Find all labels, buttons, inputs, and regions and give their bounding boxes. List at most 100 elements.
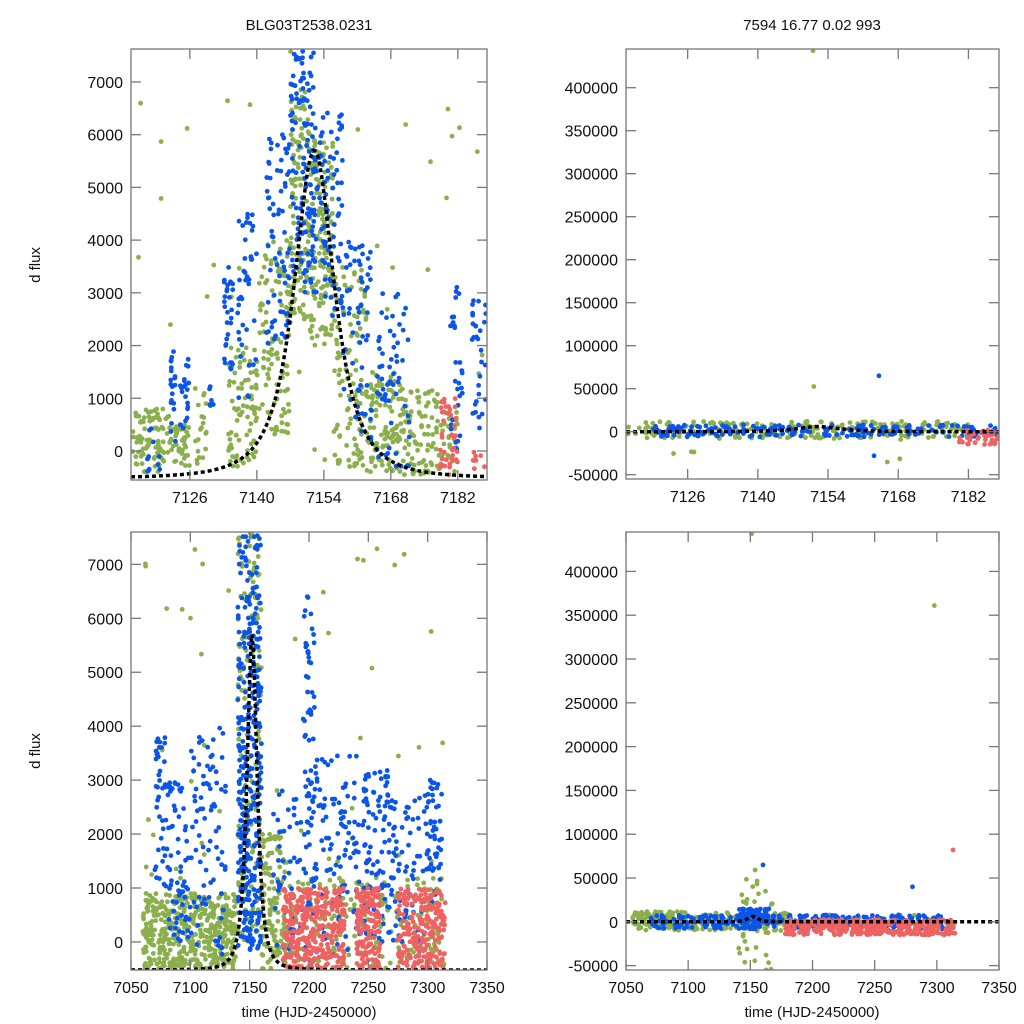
- point-green: [279, 420, 285, 426]
- point-green: [362, 294, 368, 299]
- point-green: [164, 955, 170, 961]
- point-red: [297, 921, 303, 927]
- point-green: [227, 379, 233, 384]
- point-green: [269, 361, 274, 367]
- point-blue: [219, 787, 224, 792]
- point-green: [215, 903, 221, 908]
- point-green: [431, 397, 437, 403]
- point-blue: [322, 158, 328, 164]
- point-green: [285, 283, 291, 289]
- point-blue: [311, 632, 316, 637]
- point-green: [433, 404, 439, 410]
- point-green: [329, 322, 335, 328]
- point-green: [239, 386, 245, 391]
- point-blue: [299, 60, 305, 66]
- point-green: [357, 326, 363, 331]
- point-green: [263, 861, 269, 867]
- point-blue: [180, 883, 186, 888]
- point-red: [364, 936, 369, 942]
- point-blue: [244, 327, 250, 332]
- point-blue: [219, 849, 225, 855]
- point-green: [147, 920, 153, 926]
- point-blue: [313, 770, 319, 776]
- point-blue: [988, 423, 993, 428]
- point-green: [231, 911, 237, 916]
- point-blue: [194, 942, 200, 947]
- point-blue: [239, 555, 245, 560]
- point-blue: [236, 302, 242, 308]
- point-green: [208, 923, 214, 929]
- point-blue: [253, 643, 259, 649]
- point-blue: [324, 868, 330, 874]
- point-blue: [237, 543, 242, 548]
- point-blue: [307, 70, 313, 76]
- point-blue: [380, 291, 386, 297]
- point-green: [289, 180, 295, 186]
- point-blue: [303, 184, 309, 190]
- point-blue: [470, 411, 476, 416]
- point-green: [247, 358, 253, 364]
- point-blue: [386, 821, 392, 827]
- point-green: [457, 125, 462, 131]
- point-red: [438, 922, 444, 927]
- point-blue: [376, 798, 381, 803]
- point-blue: [181, 378, 187, 384]
- point-green: [269, 288, 275, 293]
- point-blue: [238, 354, 243, 359]
- point-green: [671, 451, 676, 456]
- point-red: [355, 913, 361, 919]
- point-blue: [308, 182, 313, 188]
- point-blue: [350, 835, 356, 841]
- point-green: [285, 430, 291, 436]
- point-blue: [379, 849, 385, 855]
- point-blue: [303, 784, 309, 789]
- point-blue: [478, 347, 484, 353]
- point-blue: [161, 846, 166, 851]
- point-red: [401, 925, 406, 930]
- point-blue: [160, 818, 165, 823]
- point-blue: [288, 859, 293, 864]
- point-blue: [365, 285, 370, 290]
- point-blue: [171, 349, 176, 354]
- point-blue: [382, 803, 388, 809]
- point-blue: [319, 226, 324, 232]
- point-blue: [371, 789, 376, 795]
- point-blue: [256, 693, 262, 699]
- point-green: [134, 439, 140, 445]
- point-blue: [671, 432, 677, 438]
- x-tick-label: 7140: [740, 489, 776, 506]
- point-green: [789, 419, 795, 425]
- point-blue: [305, 829, 311, 835]
- point-red: [447, 464, 452, 470]
- point-blue: [258, 785, 264, 791]
- point-green: [816, 435, 822, 441]
- point-green: [184, 900, 190, 906]
- point-green: [253, 385, 259, 391]
- point-green: [411, 462, 417, 468]
- point-green: [151, 913, 157, 918]
- point-green: [258, 307, 263, 313]
- point-blue: [757, 434, 763, 440]
- point-blue: [356, 822, 361, 828]
- point-green: [266, 366, 272, 372]
- point-blue: [302, 279, 308, 285]
- point-blue: [285, 172, 290, 177]
- point-blue: [391, 333, 397, 338]
- point-green: [296, 369, 302, 375]
- point-green: [710, 420, 715, 425]
- point-blue: [235, 697, 241, 703]
- point-green: [396, 753, 401, 759]
- point-blue: [248, 806, 254, 812]
- point-green: [347, 347, 352, 353]
- point-red: [437, 928, 442, 934]
- point-red: [449, 457, 455, 462]
- point-green: [732, 433, 738, 439]
- point-blue: [311, 50, 316, 56]
- point-green: [307, 131, 312, 137]
- point-green: [223, 903, 229, 908]
- point-red: [282, 917, 287, 922]
- point-blue: [198, 795, 204, 800]
- point-green: [168, 322, 173, 327]
- y-tick-label: 1000: [87, 881, 123, 898]
- point-blue: [298, 250, 304, 256]
